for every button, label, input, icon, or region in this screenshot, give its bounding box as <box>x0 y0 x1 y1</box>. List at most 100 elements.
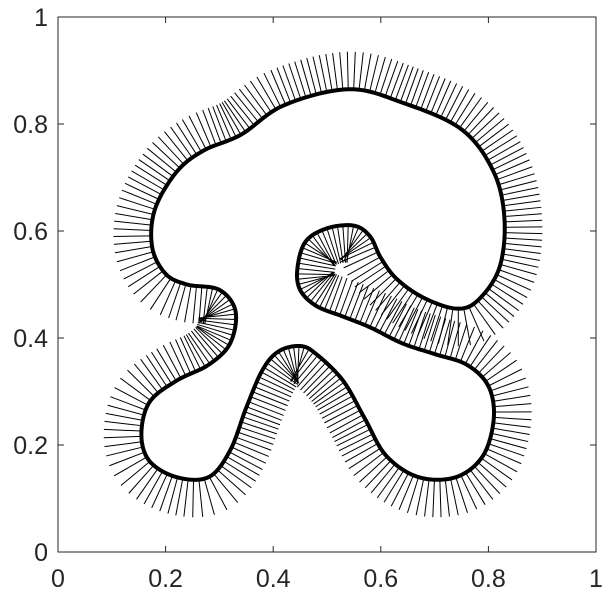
normal-line <box>325 53 333 92</box>
normal-line <box>423 303 438 339</box>
normal-line <box>450 478 459 516</box>
normal-line <box>120 461 151 486</box>
normal-line <box>383 470 405 503</box>
normal-line <box>119 256 156 272</box>
normal-line <box>344 443 379 463</box>
normal-lines-layer <box>103 51 543 518</box>
normal-line <box>151 473 168 509</box>
normal-line <box>492 427 530 436</box>
normal-line <box>133 270 164 295</box>
normal-line <box>354 265 387 288</box>
normal-line <box>390 472 409 507</box>
normal-line <box>176 122 198 155</box>
normal-line <box>188 332 211 365</box>
normal-line <box>297 273 335 276</box>
normal-line <box>311 377 342 402</box>
normal-line <box>405 68 419 104</box>
normal-line <box>110 396 146 411</box>
normal-line <box>120 377 151 401</box>
normal-line <box>167 477 179 514</box>
normal-line <box>501 258 539 268</box>
x-tick-labels: 0 0.2 0.4 0.6 0.8 1 <box>51 565 603 593</box>
normal-line <box>276 67 292 103</box>
normal-line <box>485 359 517 382</box>
x-tick-label: 1 <box>589 565 603 593</box>
normal-line <box>486 448 522 465</box>
normal-line <box>374 295 392 330</box>
normal-line <box>434 318 447 355</box>
normal-line <box>113 235 152 237</box>
normal-line <box>358 269 390 294</box>
y-tick-label: 0.2 <box>13 432 48 460</box>
normal-line <box>233 441 269 457</box>
normal-line <box>188 115 207 150</box>
normal-line <box>116 251 154 263</box>
normal-line <box>219 103 237 138</box>
normal-line <box>143 471 163 505</box>
normal-line <box>392 291 414 324</box>
ticks-layer <box>57 16 597 553</box>
normal-line <box>324 405 358 424</box>
normal-line <box>369 55 379 92</box>
normal-line <box>339 279 354 316</box>
normal-line <box>226 456 260 476</box>
normal-line <box>346 225 349 263</box>
y-tick-label: 0.4 <box>13 325 48 353</box>
normal-line <box>475 118 505 143</box>
normal-line <box>294 61 307 98</box>
normal-line <box>307 238 336 266</box>
normal-line <box>195 112 212 148</box>
normal-line <box>326 409 361 429</box>
normal-line <box>277 351 300 384</box>
normal-line <box>334 277 348 314</box>
normal-line <box>490 438 527 450</box>
normal-line <box>138 159 171 182</box>
normal-line <box>318 274 338 308</box>
normal-line <box>321 230 337 265</box>
normal-line <box>369 278 397 306</box>
normal-line <box>504 213 542 217</box>
normal-line <box>203 478 215 515</box>
normal-line <box>346 51 349 90</box>
normal-line <box>300 252 337 264</box>
normal-line <box>473 340 498 371</box>
normal-line <box>252 391 288 407</box>
normal-line <box>484 135 518 157</box>
normal-line <box>469 335 492 367</box>
normal-line <box>288 63 302 100</box>
normal-line <box>270 69 286 105</box>
normal-line <box>339 52 344 90</box>
normal-line <box>223 460 257 482</box>
normal-line <box>424 479 430 517</box>
normal-line <box>183 335 201 370</box>
normal-line <box>504 237 543 241</box>
normal-line <box>106 446 143 457</box>
normal-line <box>488 288 520 312</box>
normal-line <box>376 467 400 499</box>
normal-line <box>151 351 173 385</box>
normal-line <box>159 475 173 512</box>
normal-line <box>168 282 182 319</box>
normal-line <box>501 186 539 196</box>
normal-line <box>389 62 404 99</box>
normal-line <box>105 412 143 421</box>
normal-line <box>114 220 152 226</box>
normal-line <box>388 303 407 338</box>
normal-line <box>157 136 185 165</box>
normal-line <box>459 97 482 129</box>
normal-line <box>269 358 300 384</box>
normal-line <box>273 354 300 384</box>
normal-line <box>379 298 398 333</box>
x-tick-label: 0.8 <box>471 565 506 593</box>
normal-line <box>435 80 452 116</box>
normal-line <box>331 226 342 264</box>
normal-line <box>444 320 456 358</box>
normal-line <box>481 129 514 152</box>
normal-line <box>296 358 323 388</box>
normal-line <box>149 277 172 310</box>
normal-line <box>460 474 478 510</box>
normal-line <box>169 341 187 377</box>
normal-line <box>204 287 214 325</box>
normal-line <box>127 266 161 288</box>
normal-line <box>175 339 192 374</box>
